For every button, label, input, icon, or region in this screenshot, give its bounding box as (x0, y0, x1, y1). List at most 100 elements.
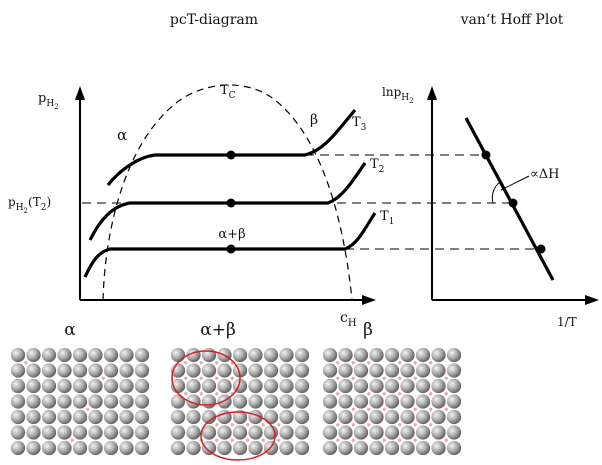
lattice-atom (248, 425, 263, 440)
phase-alpha-label: α (117, 126, 127, 144)
lattice-atom (446, 394, 462, 409)
lattice-atom (415, 363, 431, 378)
hydrogen-site (246, 423, 250, 427)
vh-point-t3 (481, 150, 491, 160)
plateau-point-t1 (226, 244, 236, 254)
lattice-atom (294, 394, 310, 409)
hydrogen-site (215, 423, 219, 427)
lattice-atom (72, 425, 88, 440)
lattice-atom (103, 378, 119, 394)
lattice-atom (170, 425, 186, 440)
hydrogen-site (398, 392, 402, 396)
hydrogen-site (444, 392, 448, 396)
hydrogen-site (230, 438, 234, 442)
hydrogen-site (336, 376, 340, 380)
hydrogen-site (336, 423, 340, 427)
lattice-atom (103, 409, 119, 425)
lattice-atom (338, 394, 353, 409)
lattice-atom (338, 440, 353, 456)
lattice-atom (279, 425, 294, 440)
pct-title: pcT-diagram (170, 12, 258, 28)
hydrogen-site (444, 438, 448, 442)
lattice-atom (217, 363, 232, 378)
lattice-atom (232, 425, 248, 440)
lattice-atom (26, 378, 41, 394)
lattice-atom (57, 394, 72, 409)
lattice-atom (353, 363, 369, 378)
lattice-atom (232, 440, 248, 456)
lattice-atom (186, 363, 201, 378)
hydrogen-site (413, 407, 417, 411)
vant-hoff-axes (427, 86, 599, 305)
lattice-atom (248, 363, 263, 378)
lattice-atom (201, 347, 217, 363)
hydrogen-site (199, 376, 203, 380)
lattice-atom (41, 347, 57, 363)
lattice-atom (134, 347, 150, 363)
lattice-atom (400, 425, 415, 440)
lattice-atom (10, 425, 26, 440)
lattice-beta (322, 347, 462, 456)
lattice-atom (170, 347, 186, 363)
lattice-atom (353, 440, 369, 456)
lattice-atom (338, 347, 353, 363)
lattice-atom (415, 347, 431, 363)
hydrogen-site (70, 438, 74, 442)
hydrogen-site (413, 376, 417, 380)
pct-pt2-label: pH2(T2) (8, 195, 51, 215)
lattice-atom (201, 394, 217, 409)
lattice-atom (279, 440, 294, 456)
lattice-atom (446, 363, 462, 378)
lattice-alpha (10, 347, 150, 456)
vh-point-t1 (536, 244, 546, 254)
lattice-atom (263, 425, 279, 440)
hydrogen-site (398, 423, 402, 427)
hydrogen-site (336, 438, 340, 442)
critical-temp-label: TC (220, 83, 236, 101)
lattice-atom (57, 347, 72, 363)
lattice-atom (72, 394, 88, 409)
hydrogen-site (351, 423, 355, 427)
lattice-atom (279, 409, 294, 425)
hydrogen-site (215, 438, 219, 442)
lattice-atom (41, 378, 57, 394)
vant-hoff-title: van‘t Hoff Plot (460, 12, 564, 28)
lattice-atom (232, 394, 248, 409)
lattice-atom (384, 363, 400, 378)
lattice-atom (186, 409, 201, 425)
hydrogen-site (367, 407, 371, 411)
lattice-atom (446, 378, 462, 394)
lattice-atom (26, 440, 41, 456)
lattice-atom (134, 378, 150, 394)
hydrogen-site (367, 361, 371, 365)
lattice-atom (446, 440, 462, 456)
lattice-atom (431, 347, 446, 363)
slope-angle-arc (491, 181, 501, 204)
hydrogen-site (382, 392, 386, 396)
lattice-atom (400, 409, 415, 425)
lattice-atom (103, 347, 119, 363)
lattice-atom (201, 363, 217, 378)
hydrogen-site (351, 407, 355, 411)
lattice-atom (294, 440, 310, 456)
coexistence-dome (102, 84, 353, 301)
hydrogen-site (199, 361, 203, 365)
hydrogen-site (230, 376, 234, 380)
lattice-mix-label: α+β (200, 320, 236, 340)
lattice-atom (186, 440, 201, 456)
hydrogen-site (382, 438, 386, 442)
lattice-atom (134, 363, 150, 378)
lattice-atom (322, 378, 338, 394)
lattice-atom (72, 409, 88, 425)
lattice-atom (10, 394, 26, 409)
beta-domain-upper (171, 350, 241, 406)
lattice-atom (384, 425, 400, 440)
lattice-atom (353, 378, 369, 394)
lattice-atom (10, 363, 26, 378)
lattice-atom (134, 440, 150, 456)
lattice-atom (119, 409, 134, 425)
hydrogen-site (367, 392, 371, 396)
lattice-atom (88, 347, 103, 363)
lattice-atom (217, 378, 232, 394)
lattice-atom (446, 425, 462, 440)
